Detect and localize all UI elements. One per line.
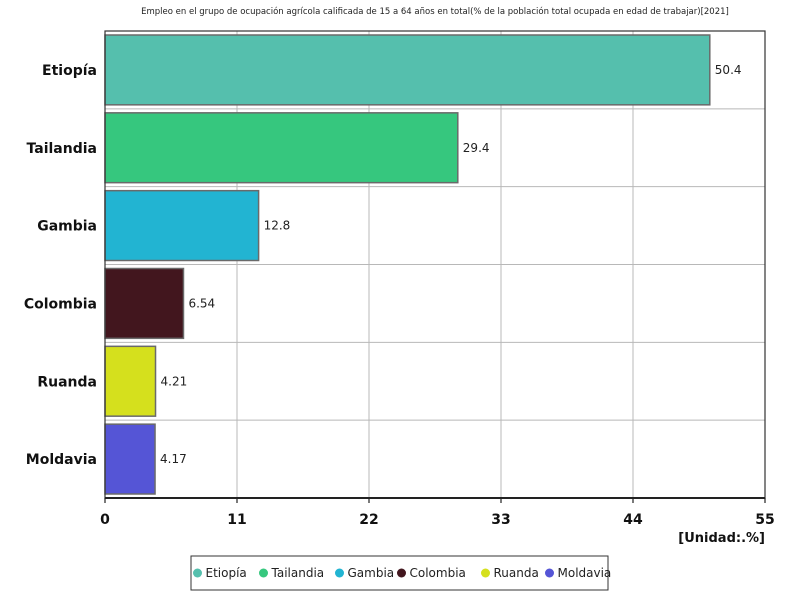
legend-swatch-4 — [481, 568, 490, 578]
x-tick-label-1: 11 — [227, 512, 246, 528]
category-label-3: Colombia — [24, 296, 97, 312]
bar-4 — [104, 345, 157, 417]
bar-5 — [104, 423, 156, 495]
category-label-1: Tailandia — [27, 141, 97, 157]
bar-1 — [104, 112, 459, 184]
legend-swatch-0 — [193, 568, 202, 578]
unit-label: [Unidad:.%] — [678, 531, 765, 546]
value-label-3: 6.54 — [188, 296, 215, 310]
legend-label-1: Tailandia — [271, 566, 325, 580]
x-tick-label-0: 0 — [100, 512, 110, 528]
legend-label-4: Ruanda — [494, 566, 539, 580]
x-tick-label-4: 44 — [623, 512, 643, 528]
x-tick-label-5: 55 — [755, 512, 774, 528]
category-label-5: Moldavia — [26, 452, 97, 468]
value-label-5: 4.17 — [160, 452, 187, 466]
category-label-0: Etiopía — [42, 63, 97, 79]
legend-swatch-2 — [335, 568, 344, 578]
category-label-4: Ruanda — [37, 374, 97, 390]
value-label-1: 29.4 — [463, 141, 490, 155]
bar-0 — [104, 34, 711, 106]
legend-swatch-1 — [259, 568, 268, 578]
legend-label-5: Moldavia — [558, 566, 612, 580]
category-label-2: Gambia — [37, 219, 97, 235]
value-label-2: 12.8 — [264, 219, 291, 233]
x-tick-label-3: 33 — [491, 512, 510, 528]
legend-label-0: Etiopía — [206, 566, 247, 580]
value-label-4: 4.21 — [161, 374, 188, 388]
legend-swatch-3 — [397, 568, 406, 578]
bar-3 — [104, 267, 185, 340]
legend-label-2: Gambia — [348, 566, 395, 580]
legend-label-3: Colombia — [410, 566, 466, 580]
legend-swatch-5 — [545, 568, 554, 578]
bar-2 — [104, 189, 260, 262]
chart-title: Empleo en el grupo de ocupación agrícola… — [141, 6, 729, 17]
value-label-0: 50.4 — [715, 63, 742, 77]
plot-area: 50.4 Etiopía 29.4 Tailandia 12.8 Gambia 6.54 Co… — [24, 30, 775, 528]
legend: Etiopía Tailandia Gambia Colombia Ruanda Mold… — [190, 555, 612, 591]
x-tick-label-2: 22 — [359, 512, 378, 528]
